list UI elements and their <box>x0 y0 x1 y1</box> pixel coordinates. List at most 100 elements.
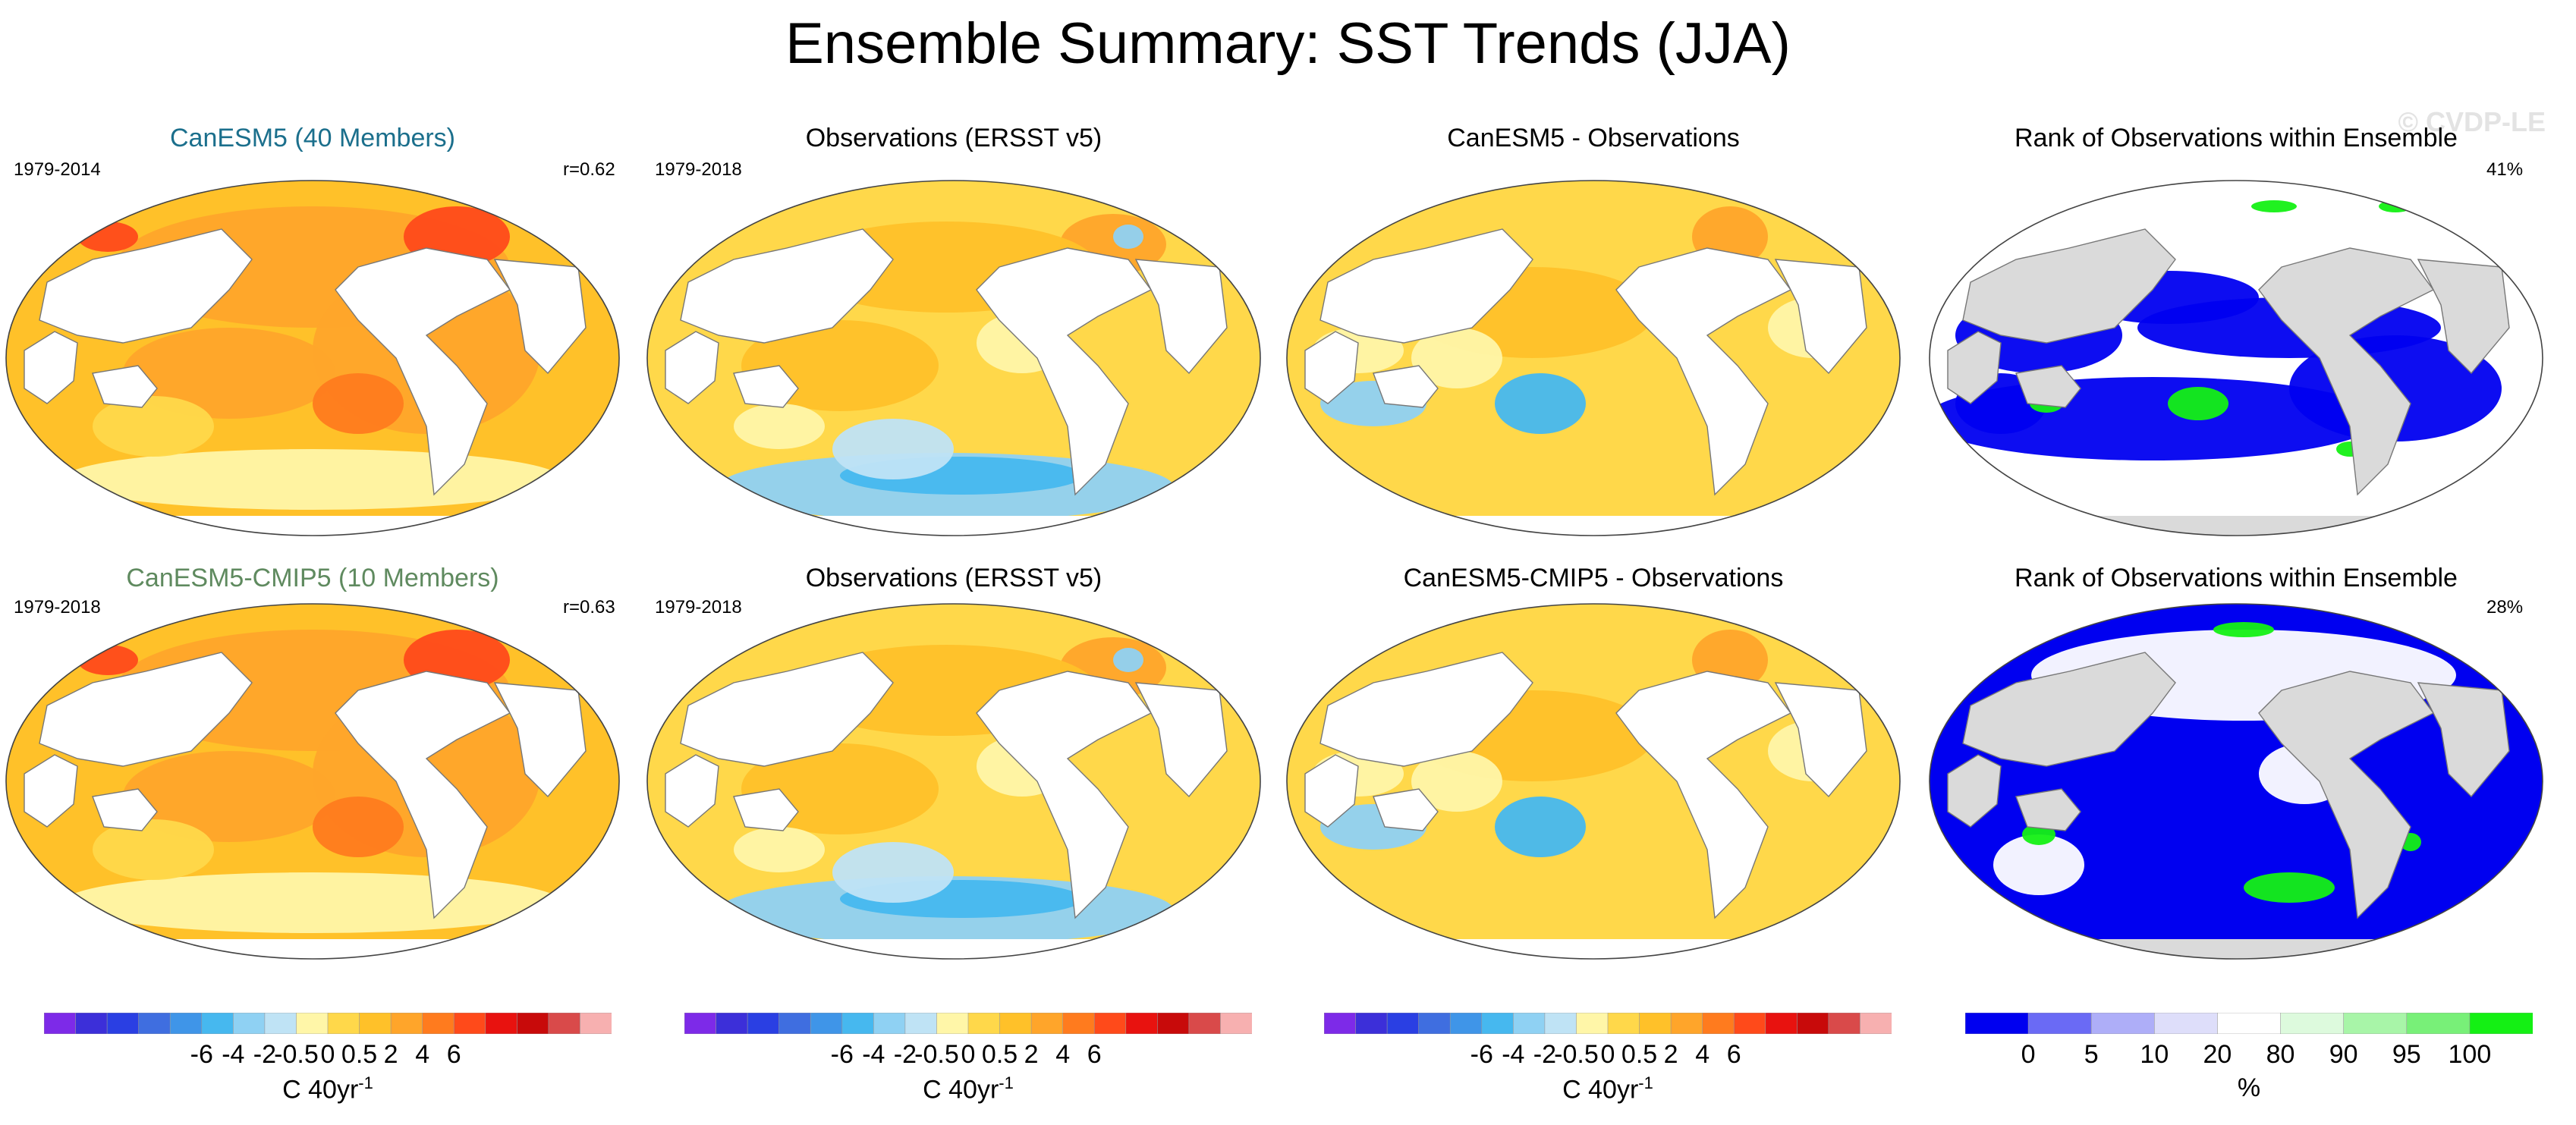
map-rank <box>1929 180 2543 536</box>
land-mass <box>733 788 799 831</box>
land-mass <box>1615 247 1792 496</box>
colorbar-tick-label: 2 <box>383 1040 398 1069</box>
field-anomaly <box>313 797 404 857</box>
colorbar-swatch <box>1733 1013 1766 1034</box>
colorbar-tick-label: -0.5 <box>914 1040 959 1069</box>
land-mass <box>1962 228 2176 344</box>
colorbar-unit-label: % <box>2238 1073 2260 1103</box>
field-anomaly <box>1358 888 1813 948</box>
figure-title: Ensemble Summary: SST Trends (JJA) <box>785 11 1791 76</box>
colorbar-swatch <box>1188 1013 1222 1034</box>
panel-title: CanESM5 - Observations <box>1447 124 1740 152</box>
colorbar-swatch <box>841 1013 875 1034</box>
colorbar-swatch <box>936 1013 969 1034</box>
map-model <box>5 603 620 960</box>
colorbar-swatch <box>169 1013 203 1034</box>
field-anomaly <box>1993 834 2084 895</box>
colorbar-swatch <box>1702 1013 1735 1034</box>
map-rank <box>1929 603 2543 960</box>
colorbar-tick-label: 0 <box>2021 1040 2036 1069</box>
colorbar-tick-label: -4 <box>1502 1040 1525 1069</box>
colorbar-tick-label: -2 <box>1533 1040 1556 1069</box>
colorbar-swatch <box>1062 1013 1096 1034</box>
colorbar-tick-label: 4 <box>415 1040 430 1069</box>
colorbar-swatch <box>810 1013 843 1034</box>
land-mass <box>733 365 799 408</box>
antarctica <box>6 939 619 959</box>
colorbar-swatch <box>359 1013 392 1034</box>
colorbar-tick-label: -4 <box>222 1040 245 1069</box>
colorbar-swatch <box>684 1013 717 1034</box>
land-mass <box>976 247 1153 496</box>
colorbar-unit-label: C 40yr-1 <box>1562 1073 1653 1105</box>
colorbar-swatch <box>1324 1013 1357 1034</box>
antarctica <box>1287 516 1900 536</box>
map-model <box>5 180 620 536</box>
field-anomaly <box>2251 200 2297 212</box>
colorbar-swatch <box>1670 1013 1703 1034</box>
land-mass <box>1319 228 1533 344</box>
colorbar-swatch <box>778 1013 812 1034</box>
map-border <box>1929 180 2543 536</box>
land-mass <box>2258 247 2435 496</box>
antarctica <box>647 516 1260 536</box>
colorbar-swatch <box>453 1013 486 1034</box>
colorbar-tick-label: -2 <box>253 1040 276 1069</box>
colorbar-swatch <box>422 1013 455 1034</box>
colorbar-swatch <box>1576 1013 1609 1034</box>
rank-percent-label: 28% <box>2486 597 2524 617</box>
field-anomaly <box>1411 328 1502 388</box>
colorbar-swatch <box>2280 1013 2345 1034</box>
land-mass <box>39 228 253 344</box>
land-mass <box>1319 652 1533 767</box>
colorbar-tick-label: 0 <box>961 1040 976 1069</box>
colorbar-tick-label: 2 <box>1663 1040 1678 1069</box>
colorbar-swatch <box>1965 1013 2029 1034</box>
colorbar-swatch <box>548 1013 581 1034</box>
colorbar-unit-exponent: -1 <box>999 1073 1014 1092</box>
land-mass <box>1615 671 1792 919</box>
colorbar-swatch <box>1093 1013 1127 1034</box>
colorbar-swatch <box>873 1013 906 1034</box>
map-border <box>646 180 1261 536</box>
colorbar-tick-label: 0.5 <box>1621 1040 1658 1069</box>
panel-title: Rank of Observations within Ensemble <box>2015 124 2458 152</box>
colorbar-swatch <box>327 1013 360 1034</box>
colorbar-tick-label: 6 <box>446 1040 461 1069</box>
field-anomaly <box>734 404 825 449</box>
land-mass <box>2015 365 2081 408</box>
colorbar-tick-label: -6 <box>830 1040 854 1069</box>
map-border <box>646 603 1261 960</box>
panel-title: CanESM5-CMIP5 (10 Members) <box>126 564 499 592</box>
colorbar-tick-label: 4 <box>1695 1040 1710 1069</box>
antarctica <box>6 516 619 536</box>
colorbar-swatch <box>1449 1013 1483 1034</box>
colorbar-tick-label: -0.5 <box>1554 1040 1599 1069</box>
land-mass <box>976 671 1153 919</box>
colorbar <box>1965 1013 2533 1034</box>
colorbar-swatch <box>1125 1013 1159 1034</box>
colorbar <box>44 1013 612 1034</box>
field-anomaly <box>123 751 335 842</box>
colorbar-tick-label: 20 <box>2203 1040 2232 1069</box>
map-diff <box>1286 180 1901 536</box>
colorbar-swatch <box>264 1013 297 1034</box>
colorbar-swatch <box>1157 1013 1190 1034</box>
field-anomaly <box>1495 797 1586 857</box>
field-anomaly <box>1411 751 1502 812</box>
field-anomaly <box>2168 387 2228 420</box>
land-mass <box>1304 754 1359 828</box>
colorbar-tick-label: 90 <box>2329 1040 2358 1069</box>
colorbar-swatch <box>1860 1013 1892 1034</box>
colorbar-swatch <box>1828 1013 1861 1034</box>
colorbar-tick-label: 2 <box>1024 1040 1039 1069</box>
colorbar-unit-text: C 40yr <box>1562 1075 1639 1105</box>
colorbar-swatch <box>2406 1013 2471 1034</box>
panel-title: CanESM5-CMIP5 - Observations <box>1403 564 1784 592</box>
land-mass <box>1947 754 2002 828</box>
land-mass <box>680 228 894 344</box>
colorbar-tick-label: 6 <box>1087 1040 1102 1069</box>
colorbar-swatch <box>44 1013 77 1034</box>
colorbar-tick-label: 80 <box>2266 1040 2295 1069</box>
colorbar <box>1324 1013 1892 1034</box>
